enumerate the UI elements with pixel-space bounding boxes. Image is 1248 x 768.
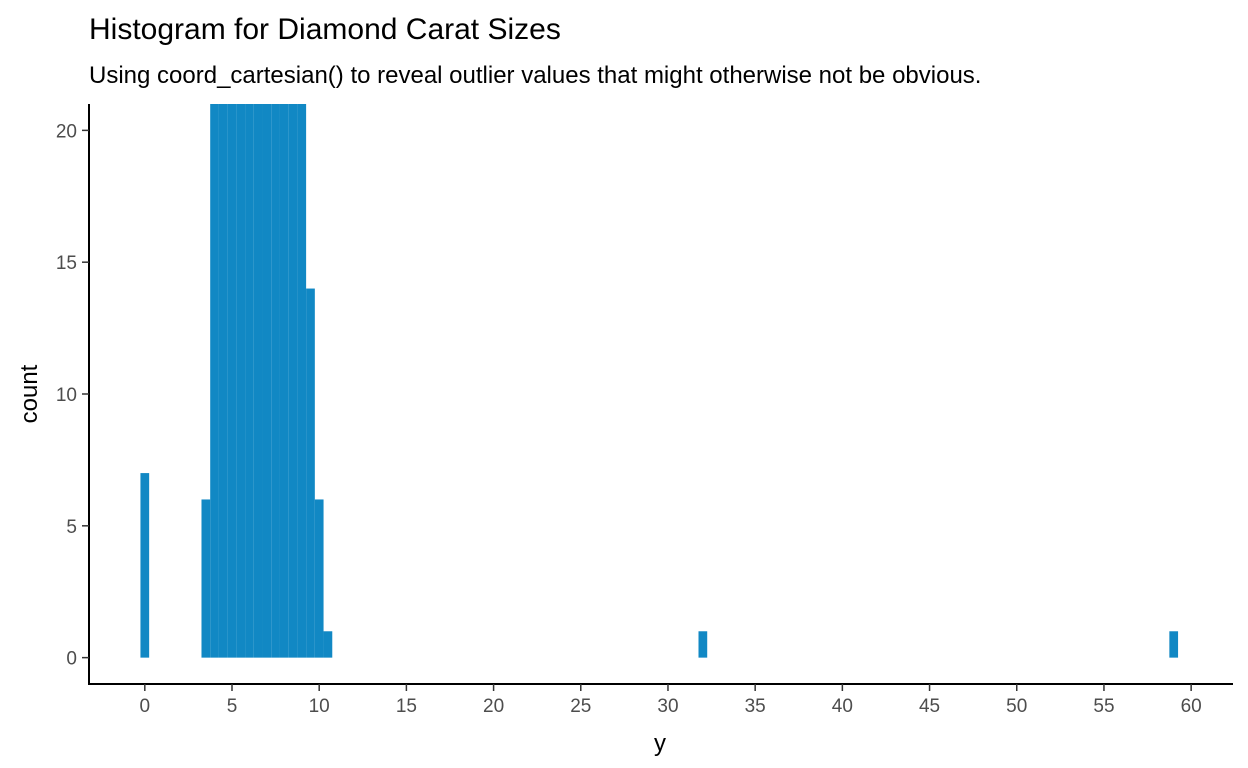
histogram-bar — [245, 104, 254, 658]
y-tick-label: 15 — [56, 253, 77, 274]
histogram-bar — [288, 104, 298, 658]
histogram-bar — [210, 104, 219, 658]
x-tick-label: 30 — [657, 696, 678, 717]
x-tick-label: 20 — [483, 696, 504, 717]
histogram-bar — [227, 104, 237, 658]
histogram-bar — [306, 288, 315, 658]
x-tick-label: 60 — [1181, 696, 1202, 717]
x-axis-title: y — [654, 730, 666, 757]
x-tick-label: 45 — [919, 696, 940, 717]
histogram-bar — [314, 499, 324, 658]
x-tick-label: 55 — [1093, 696, 1114, 717]
histogram-bar — [262, 104, 272, 658]
histogram-bar — [1169, 631, 1179, 658]
y-tick-label: 20 — [56, 121, 77, 142]
histogram-bar — [323, 631, 333, 658]
x-tick-label: 40 — [832, 696, 853, 717]
bars-group — [140, 104, 1179, 658]
histogram-bar — [140, 473, 150, 658]
histogram-bar — [279, 104, 289, 658]
histogram-bar — [218, 104, 228, 658]
histogram-bar — [271, 104, 280, 658]
x-tick-label: 5 — [227, 696, 238, 717]
x-tick-label: 25 — [570, 696, 591, 717]
y-axis-title: count — [16, 364, 43, 423]
histogram-bar — [253, 104, 263, 658]
y-axis-ticks: 0 5 10 15 20 — [56, 121, 89, 670]
x-axis-ticks: 0 5 10 15 20 25 30 35 40 45 50 55 60 — [140, 684, 1202, 717]
histogram-bar — [698, 631, 708, 658]
histogram-bar — [297, 104, 307, 658]
chart-subtitle: Using coord_cartesian() to reveal outlie… — [89, 62, 981, 89]
x-tick-label: 0 — [140, 696, 151, 717]
y-tick-label: 5 — [66, 517, 77, 538]
histogram-bar — [236, 104, 246, 658]
x-tick-label: 15 — [396, 696, 417, 717]
histogram-bar — [201, 499, 211, 658]
y-tick-label: 0 — [66, 649, 77, 670]
y-tick-label: 10 — [56, 385, 77, 406]
chart-title: Histogram for Diamond Carat Sizes — [89, 13, 561, 46]
x-tick-label: 50 — [1006, 696, 1027, 717]
x-tick-label: 35 — [745, 696, 766, 717]
x-tick-label: 10 — [309, 696, 330, 717]
